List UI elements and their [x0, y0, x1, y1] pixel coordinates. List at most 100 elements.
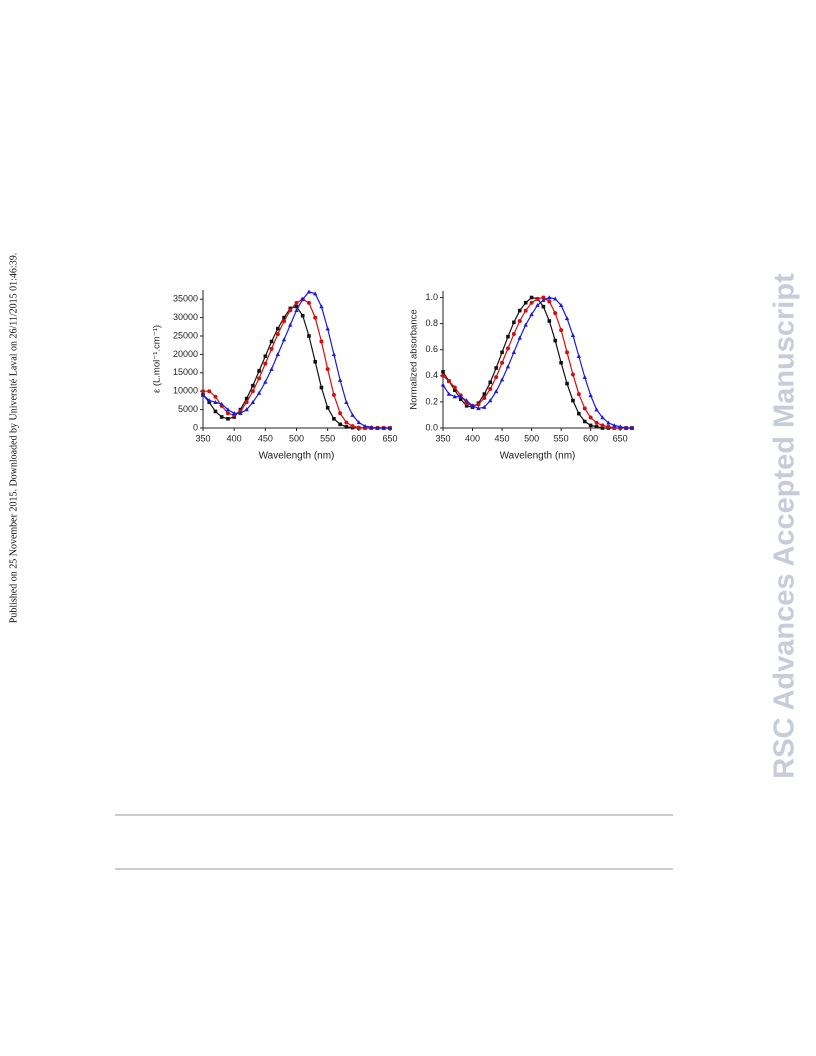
- marker: [244, 396, 249, 401]
- marker: [582, 406, 587, 411]
- marker: [441, 370, 445, 374]
- marker: [547, 319, 552, 323]
- x-tick-label: 600: [351, 433, 366, 443]
- x-tick-label: 500: [524, 433, 539, 443]
- marker: [582, 419, 587, 424]
- marker: [547, 295, 552, 300]
- marker: [553, 338, 558, 343]
- marker: [369, 424, 374, 429]
- marker: [306, 289, 312, 294]
- marker: [541, 297, 546, 302]
- marker: [306, 300, 311, 305]
- marker: [553, 296, 558, 301]
- marker: [565, 381, 569, 386]
- marker: [207, 389, 212, 394]
- marker: [499, 377, 505, 382]
- publication-note: Published on 25 November 2015. Downloade…: [8, 253, 19, 623]
- marker: [375, 425, 380, 430]
- marker: [344, 399, 349, 404]
- watermark: RSC Advances Accepted Manuscript: [769, 273, 801, 779]
- marker: [275, 332, 280, 337]
- marker: [337, 377, 343, 382]
- x-tick-label: 450: [495, 433, 510, 443]
- marker: [600, 423, 605, 428]
- marker: [331, 392, 336, 397]
- marker: [482, 395, 487, 400]
- marker: [319, 385, 324, 390]
- marker: [325, 326, 330, 331]
- marker: [288, 322, 293, 327]
- marker: [594, 420, 599, 425]
- series-line: [203, 298, 390, 429]
- marker: [256, 390, 262, 395]
- x-tick-label: 400: [227, 433, 242, 443]
- marker: [225, 411, 230, 416]
- y-tick-label: 10000: [173, 386, 198, 396]
- marker: [313, 291, 318, 296]
- marker: [606, 420, 611, 425]
- marker: [606, 424, 611, 429]
- marker: [570, 372, 575, 377]
- marker: [251, 383, 255, 388]
- marker: [529, 295, 534, 300]
- marker: [558, 303, 564, 308]
- marker: [207, 400, 212, 405]
- y-axis-label: Normalized absorbance: [409, 309, 420, 409]
- marker: [269, 346, 274, 351]
- marker: [523, 308, 528, 313]
- marker: [452, 394, 458, 399]
- marker: [313, 359, 317, 364]
- marker: [594, 424, 599, 429]
- marker: [559, 360, 563, 365]
- marker: [541, 295, 546, 300]
- marker: [512, 320, 516, 325]
- marker: [559, 328, 564, 333]
- y-tick-label: 25000: [173, 330, 198, 340]
- marker: [494, 375, 499, 380]
- marker: [547, 299, 552, 304]
- marker: [325, 405, 330, 410]
- x-tick-label: 550: [554, 433, 569, 443]
- marker: [452, 385, 457, 390]
- marker: [629, 425, 635, 430]
- marker: [263, 361, 268, 366]
- y-tick-label: 5000: [178, 404, 198, 414]
- marker: [482, 404, 487, 409]
- y-axis-label: ε (L.mol⁻¹.cm⁻¹): [152, 325, 163, 393]
- marker: [207, 398, 212, 403]
- marker: [570, 333, 576, 338]
- x-tick-label: 500: [289, 433, 304, 443]
- marker: [494, 366, 498, 370]
- marker: [387, 425, 393, 430]
- y-tick-label: 30000: [173, 312, 198, 322]
- marker: [576, 392, 581, 397]
- marker: [588, 415, 593, 420]
- marker: [511, 350, 517, 355]
- marker: [617, 424, 623, 429]
- marker: [226, 417, 230, 421]
- marker: [294, 304, 299, 309]
- marker: [482, 392, 487, 396]
- marker: [476, 402, 481, 407]
- marker: [344, 420, 349, 425]
- series-line: [202, 291, 390, 429]
- marker: [493, 389, 499, 394]
- series-line: [202, 305, 390, 429]
- marker: [213, 394, 218, 399]
- y-tick-label: 0.2: [425, 396, 438, 406]
- y-tick-label: 0.8: [425, 318, 438, 328]
- marker: [476, 406, 481, 411]
- marker: [338, 422, 342, 427]
- y-tick-label: 0: [193, 422, 198, 432]
- marker: [332, 417, 336, 421]
- marker: [275, 352, 280, 357]
- marker: [250, 399, 256, 404]
- marker: [470, 403, 475, 408]
- x-axis-label: Wavelength (nm): [259, 451, 335, 462]
- marker: [564, 316, 570, 321]
- marker: [565, 350, 570, 355]
- marker: [594, 407, 599, 412]
- marker: [213, 399, 218, 404]
- marker: [250, 389, 255, 394]
- marker: [338, 411, 343, 416]
